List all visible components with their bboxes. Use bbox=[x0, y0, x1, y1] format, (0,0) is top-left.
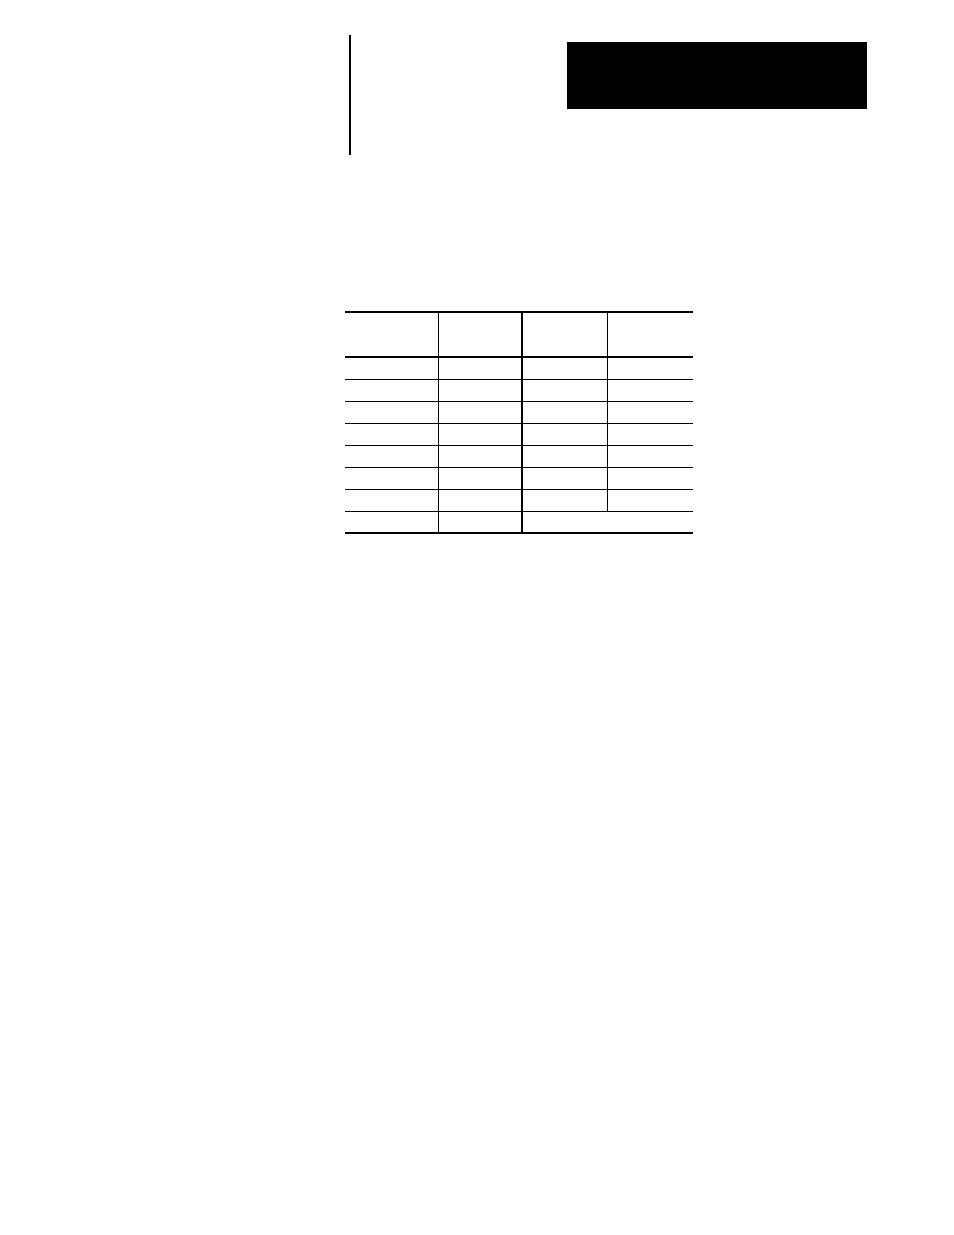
table-cell bbox=[522, 445, 607, 467]
table-cell bbox=[522, 401, 607, 423]
table-row bbox=[345, 357, 693, 379]
table-cell bbox=[438, 423, 522, 445]
table-cell bbox=[438, 467, 522, 489]
header-vertical-rule bbox=[349, 35, 351, 155]
table-cell bbox=[607, 379, 693, 401]
table-cell bbox=[607, 489, 693, 511]
table-cell bbox=[607, 423, 693, 445]
table-header-cell bbox=[345, 312, 438, 357]
header-black-box bbox=[567, 42, 867, 109]
table-cell bbox=[438, 511, 522, 533]
table-cell bbox=[345, 511, 438, 533]
table-cell bbox=[345, 357, 438, 379]
table-row bbox=[345, 467, 693, 489]
table-row bbox=[345, 445, 693, 467]
table-cell bbox=[438, 357, 522, 379]
table-cell bbox=[345, 445, 438, 467]
table-cell-merged bbox=[522, 511, 693, 533]
table-cell bbox=[522, 379, 607, 401]
table-row bbox=[345, 379, 693, 401]
table-cell bbox=[345, 379, 438, 401]
table-cell bbox=[607, 357, 693, 379]
table-cell bbox=[438, 445, 522, 467]
table-body bbox=[345, 357, 693, 533]
table-header-cell bbox=[438, 312, 522, 357]
table-row bbox=[345, 489, 693, 511]
table-cell bbox=[607, 467, 693, 489]
table-cell bbox=[522, 423, 607, 445]
table-cell bbox=[438, 379, 522, 401]
table-cell bbox=[522, 357, 607, 379]
table-footer-row bbox=[345, 511, 693, 533]
page bbox=[0, 0, 954, 1235]
table-cell bbox=[438, 489, 522, 511]
table-cell bbox=[522, 467, 607, 489]
table-cell bbox=[345, 401, 438, 423]
table-cell bbox=[345, 489, 438, 511]
table-cell bbox=[607, 445, 693, 467]
conversion-table bbox=[345, 311, 693, 534]
table-cell bbox=[522, 489, 607, 511]
table-header-row bbox=[345, 312, 693, 357]
table-row bbox=[345, 423, 693, 445]
table-row bbox=[345, 401, 693, 423]
table-cell bbox=[607, 401, 693, 423]
table-cell bbox=[345, 423, 438, 445]
table-cell bbox=[438, 401, 522, 423]
table-header-cell bbox=[522, 312, 607, 357]
table-header-cell bbox=[607, 312, 693, 357]
table-cell bbox=[345, 467, 438, 489]
